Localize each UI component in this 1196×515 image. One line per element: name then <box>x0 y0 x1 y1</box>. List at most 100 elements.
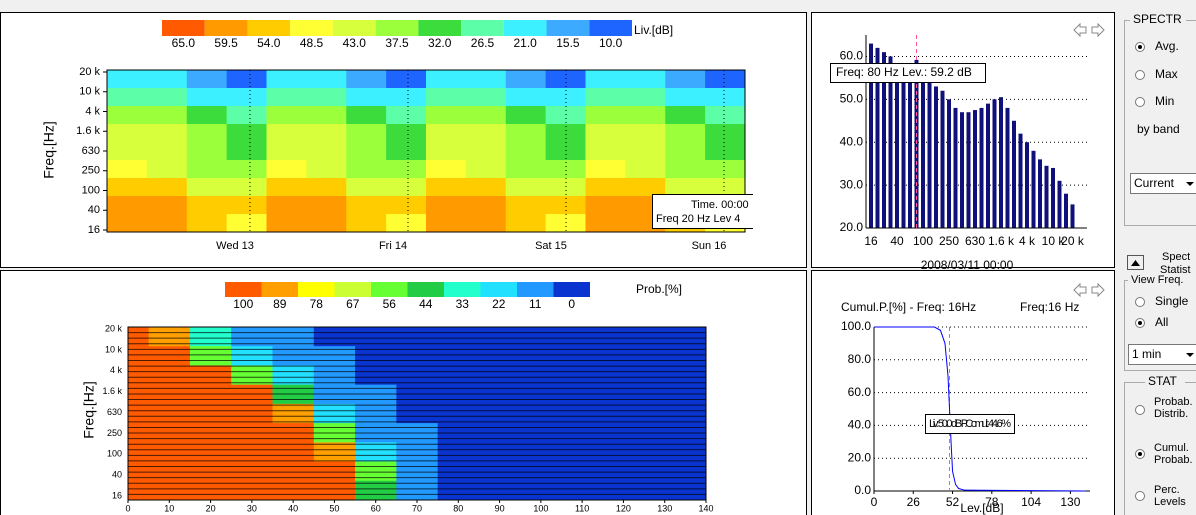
heat-cell <box>426 88 467 107</box>
heat-cell <box>465 88 507 107</box>
legend-label: 44 <box>419 297 433 311</box>
heat-cell <box>266 160 307 179</box>
arrow-left[interactable] <box>1073 22 1087 38</box>
heat-cell <box>426 160 467 179</box>
button-label[interactable]: Spect <box>1162 251 1190 263</box>
x-tick-label: 78 <box>985 495 999 509</box>
select-value[interactable]: Current <box>1134 176 1175 190</box>
y-tick-label: 100 <box>107 449 122 459</box>
heat-cell <box>146 142 188 161</box>
select[interactable] <box>1130 173 1196 194</box>
radio[interactable] <box>1135 405 1145 415</box>
radio-label[interactable]: All <box>1155 315 1168 329</box>
heat-cell <box>386 142 427 161</box>
tooltip-text: Freq 20 Hz Lev 4 <box>656 213 740 225</box>
radio[interactable] <box>1135 97 1145 107</box>
heat-cell <box>148 442 191 463</box>
y-tick-label: 100 <box>82 184 100 196</box>
heat-cell <box>545 196 586 215</box>
nav-arrows[interactable] <box>1073 22 1105 298</box>
group-label: View Freq. <box>1131 274 1183 286</box>
heat-cell <box>189 365 232 386</box>
heat-cell <box>561 442 604 463</box>
heat-cell <box>148 327 191 347</box>
y-tick-label: 80.0 <box>848 352 872 366</box>
radio[interactable] <box>1135 297 1145 307</box>
radio-label[interactable]: Max <box>1155 67 1178 81</box>
radio-label[interactable]: Single <box>1155 294 1189 308</box>
heat-cell <box>602 442 645 463</box>
heat-cell <box>272 461 315 482</box>
y-axis-label: Freq.[Hz] <box>81 381 97 439</box>
x-tick-label: 100 <box>913 234 933 248</box>
bar <box>888 56 893 228</box>
arrow-left[interactable] <box>1073 282 1087 298</box>
select[interactable] <box>1128 344 1196 365</box>
heat-cell <box>426 214 467 233</box>
heat-cell <box>306 214 347 233</box>
y-tick-label: 50.0 <box>840 92 864 106</box>
y-tick-label: 40.0 <box>848 418 872 432</box>
bar <box>895 65 899 229</box>
heat-cell <box>189 461 232 482</box>
bar <box>934 86 938 228</box>
heat-cell <box>685 461 707 482</box>
tooltip-box <box>652 194 753 229</box>
heat-cell <box>478 480 521 501</box>
bar <box>1070 204 1075 228</box>
heat-cell <box>665 142 706 161</box>
heat-cell <box>644 384 686 405</box>
bar <box>921 77 925 228</box>
y-tick-label: 40 <box>88 204 100 216</box>
heat-cell <box>107 106 148 125</box>
radio-label[interactable]: Cumul. <box>1154 442 1189 454</box>
y-tick-label: 40 <box>112 470 122 480</box>
heat-cell <box>644 365 686 386</box>
y-tick-label: 0.0 <box>854 483 871 497</box>
heat-cell <box>520 327 562 347</box>
heat-cell <box>396 442 439 463</box>
legend-label: 0 <box>568 297 575 311</box>
button-icon[interactable] <box>1131 260 1140 266</box>
heat-cell <box>128 480 150 501</box>
radio[interactable] <box>1135 491 1145 501</box>
heat-cell <box>231 442 273 463</box>
heat-cell <box>313 327 356 347</box>
heat-cell <box>107 178 148 197</box>
heat-cell <box>520 365 562 386</box>
radio[interactable] <box>1135 70 1145 80</box>
y-tick-label: 100.0 <box>841 319 871 333</box>
heat-cell <box>644 327 686 347</box>
radio-label[interactable]: Avg. <box>1155 39 1179 53</box>
radio-label[interactable]: Min <box>1155 94 1174 108</box>
arrow-right[interactable] <box>1091 282 1105 298</box>
group-label-bg <box>1128 274 1196 286</box>
arrow-right[interactable] <box>1091 22 1105 38</box>
bar <box>953 107 958 228</box>
tooltip-box <box>925 414 1015 434</box>
radio-label[interactable]: Perc. <box>1154 484 1180 496</box>
heat-cell <box>386 178 427 197</box>
radio-label[interactable]: Levels <box>1154 496 1186 508</box>
heat-cell <box>465 214 507 233</box>
heat-cell <box>505 160 547 179</box>
y-tick-label: 4 k <box>110 365 123 375</box>
heat-cell <box>272 480 315 501</box>
select-value[interactable]: 1 min <box>1132 347 1161 361</box>
y-tick-label: 10 k <box>105 344 123 354</box>
radio-label[interactable]: Probab. <box>1154 396 1193 408</box>
heat-cell <box>313 403 356 424</box>
heat-cell <box>644 403 686 424</box>
heat-cell <box>128 327 150 347</box>
legend-label: 22 <box>492 297 506 311</box>
button-label[interactable]: Statist <box>1160 264 1191 276</box>
select-arrow[interactable] <box>1186 353 1194 357</box>
radio-label[interactable]: Distrib. <box>1154 408 1188 420</box>
heat-cell <box>705 142 746 161</box>
tooltip-text: Liv: 50.0 dB P.Comul.: 44.6 % <box>929 418 1011 430</box>
heat-cell <box>189 403 232 424</box>
x-tick-label: 130 <box>657 503 672 513</box>
heat-cell <box>231 403 273 424</box>
radio-label[interactable]: Probab. <box>1154 454 1193 466</box>
select-arrow[interactable] <box>1186 182 1194 186</box>
